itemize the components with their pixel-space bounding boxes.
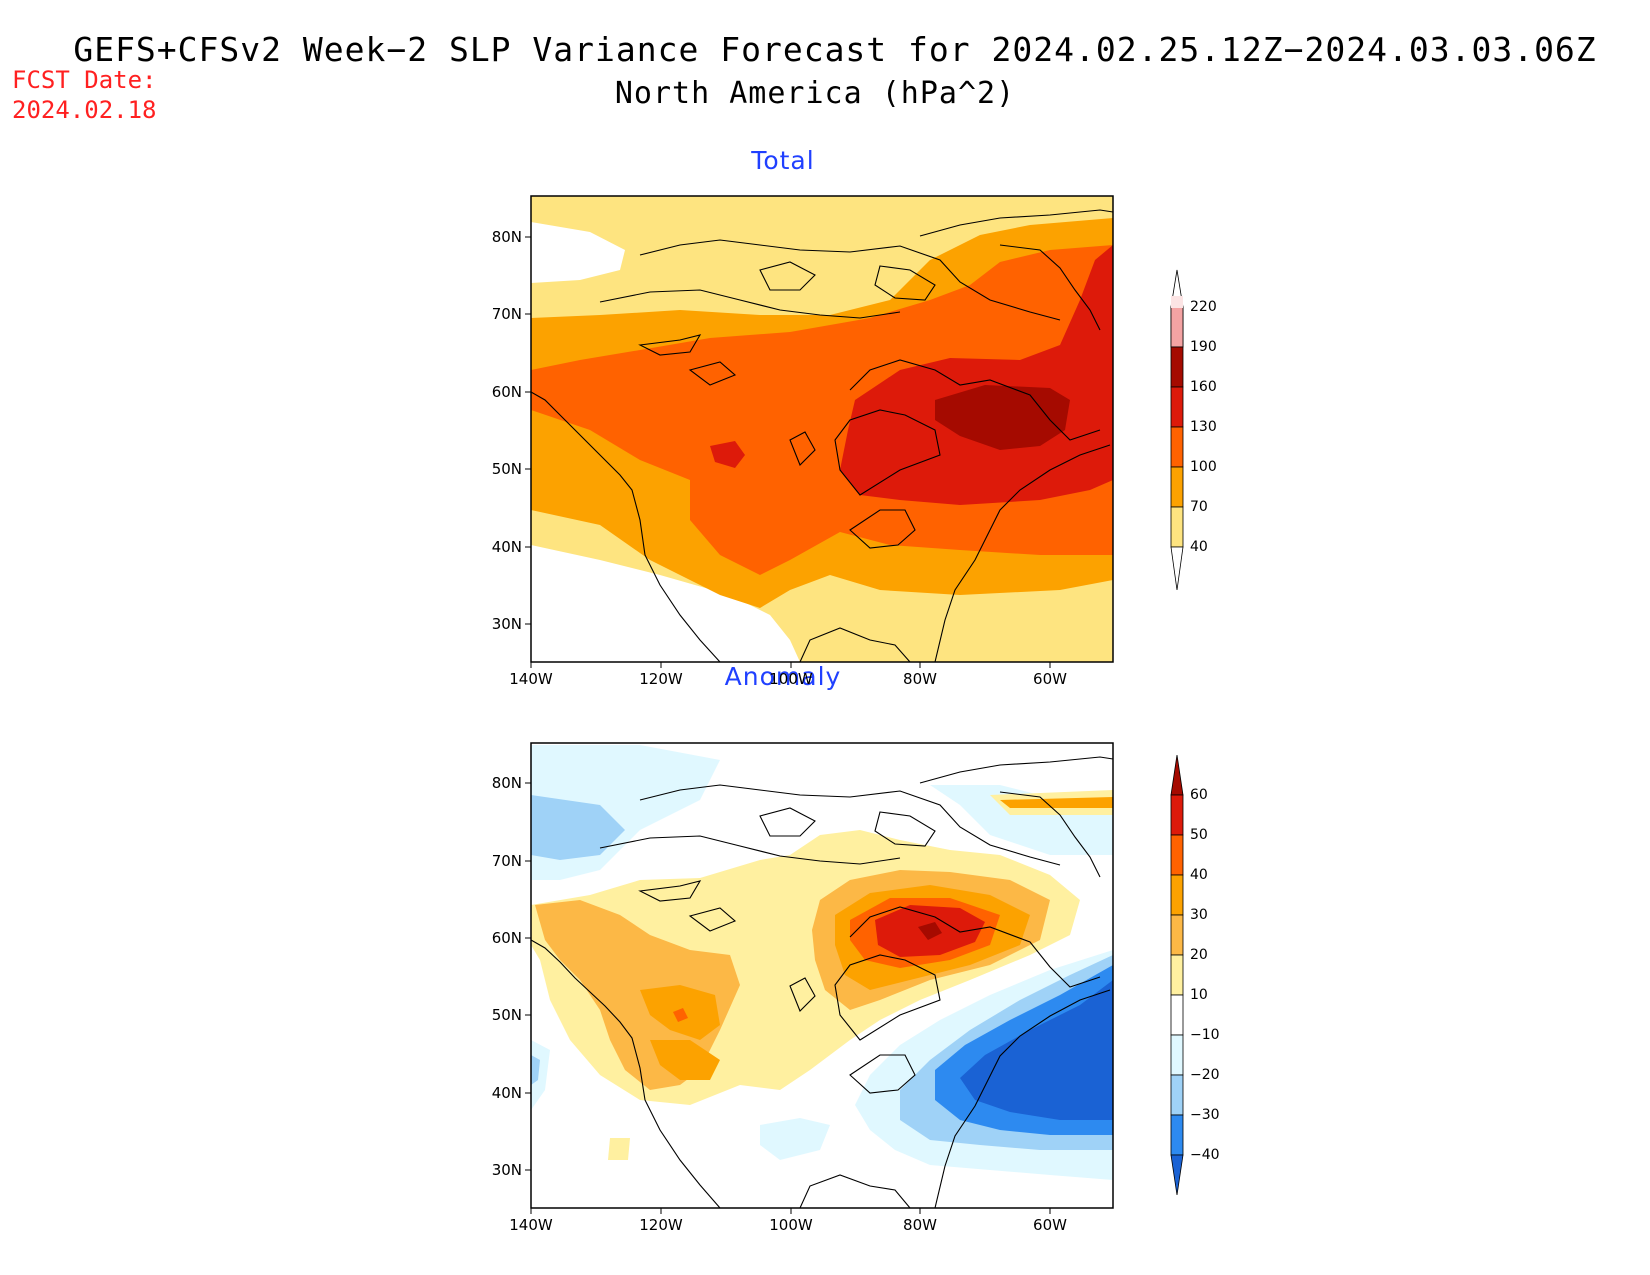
total-map	[531, 196, 1113, 662]
total-colorbar-label: 190	[1190, 339, 1217, 355]
total-colorbar-label: 160	[1190, 379, 1217, 395]
anomaly-colorbar-label: 10	[1190, 987, 1208, 1003]
main-title: GEFS+CFSv2 Week−2 SLP Variance Forecast …	[73, 30, 1597, 69]
lon-label-60w: 60W	[1033, 670, 1067, 688]
total-contour-160	[935, 385, 1070, 450]
panel-title-anomaly: Anomaly	[724, 662, 842, 691]
fcst-date-label: FCST Date:	[12, 66, 157, 94]
lat-label-80n: 80N	[491, 228, 522, 246]
anomaly-colorbar-label: 60	[1190, 787, 1208, 803]
lat-label-50n: 50N	[491, 1006, 522, 1024]
lat-label-30n: 30N	[491, 615, 522, 633]
lat-label-40n: 40N	[491, 1084, 522, 1102]
total-colorbar-label: 40	[1190, 539, 1208, 555]
lat-label-40n: 40N	[491, 538, 522, 556]
tick-marks	[525, 236, 1051, 1214]
total-colorbar	[1170, 269, 1184, 591]
anomaly-colorbar-label: −10	[1190, 1027, 1220, 1043]
total-coastlines	[531, 209, 1113, 662]
anomaly-colorbar-label: −20	[1190, 1067, 1220, 1083]
total-colorbar-label: 70	[1190, 499, 1208, 515]
lon-label-60w: 60W	[1033, 1216, 1067, 1234]
anomaly-colorbar	[1170, 754, 1184, 1196]
lat-label-60n: 60N	[491, 929, 522, 947]
lon-label-100w: 100W	[769, 670, 813, 688]
lon-label-120w: 120W	[639, 1216, 683, 1234]
anomaly-map	[531, 743, 1113, 1208]
lat-label-80n: 80N	[491, 774, 522, 792]
panel-title-total: Total	[751, 146, 815, 175]
total-frame	[530, 195, 1114, 663]
anomaly-colorbar-label: 50	[1190, 827, 1208, 843]
lat-label-70n: 70N	[491, 305, 522, 323]
anomaly-frame	[530, 742, 1114, 1209]
lon-label-80w: 80W	[903, 1216, 937, 1234]
anomaly-colorbar-label: 30	[1190, 907, 1208, 923]
lon-label-100w: 100W	[769, 1216, 813, 1234]
fcst-date-value: 2024.02.18	[12, 96, 157, 124]
lon-label-140w: 140W	[509, 1216, 553, 1234]
lat-label-30n: 30N	[491, 1161, 522, 1179]
total-colorbar-label: 130	[1190, 419, 1217, 435]
sub-title: North America (hPa^2)	[614, 76, 1016, 111]
lat-label-70n: 70N	[491, 852, 522, 870]
lon-label-120w: 120W	[639, 670, 683, 688]
anomaly-colorbar-label: 20	[1190, 947, 1208, 963]
lon-label-140w: 140W	[509, 670, 553, 688]
anomaly-contour-neg40	[960, 980, 1113, 1120]
lat-label-50n: 50N	[491, 460, 522, 478]
lon-label-80w: 80W	[903, 670, 937, 688]
total-colorbar-label: 220	[1190, 299, 1217, 315]
anomaly-colorbar-label: 40	[1190, 867, 1208, 883]
anomaly-coastlines	[531, 756, 1113, 1208]
total-colorbar-label: 100	[1190, 459, 1217, 475]
lat-label-60n: 60N	[491, 383, 522, 401]
anomaly-colorbar-label: −40	[1190, 1147, 1220, 1163]
anomaly-colorbar-label: −30	[1190, 1107, 1220, 1123]
